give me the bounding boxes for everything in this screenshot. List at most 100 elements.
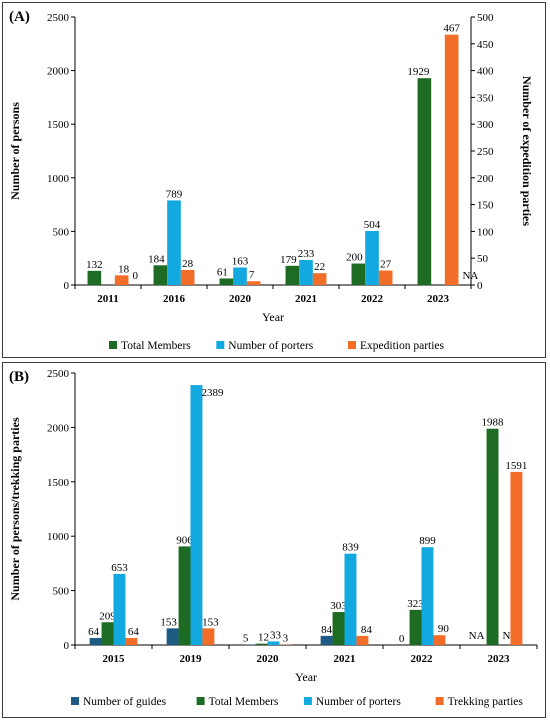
legend-swatch-number-of-porters bbox=[216, 341, 225, 349]
bar-total-members bbox=[153, 265, 168, 285]
legend-entry-total-members: Total Members bbox=[209, 696, 279, 708]
x-tick-label: 2019 bbox=[180, 653, 203, 665]
y-axis-label: Number of persons/trekking parties bbox=[8, 417, 22, 601]
data-label-number-of-porters: 789 bbox=[166, 188, 183, 200]
bar-number-of-porters bbox=[190, 385, 203, 645]
data-label-number-of-porters: 504 bbox=[364, 219, 381, 231]
data-label-total-members: 200 bbox=[346, 252, 363, 264]
y-tick-label: 1000 bbox=[47, 531, 70, 543]
y-right-tick-label: 150 bbox=[477, 200, 494, 212]
bar-total-members bbox=[101, 622, 114, 645]
legend: Total Members Number of porters Expedition… bbox=[109, 340, 445, 352]
x-tick-label: 2020 bbox=[257, 653, 280, 665]
data-label-trekking-parties: 90 bbox=[438, 623, 450, 635]
data-label-total-members: 209 bbox=[99, 610, 116, 622]
y-tick-label: 2000 bbox=[47, 422, 70, 434]
legend-entry-number-of-porters: Number of porters bbox=[228, 340, 313, 352]
data-label-number-of-guides: NA bbox=[469, 630, 485, 642]
data-label-number-of-porters: 233 bbox=[298, 248, 315, 260]
x-axis-label: Year bbox=[262, 310, 284, 324]
data-label-number-of-guides: 64 bbox=[88, 626, 100, 638]
bar-expedition-parties bbox=[312, 273, 327, 285]
panel-b: (B) 0 500 1000 1500 2000 2500 2015 2019 2020 2021 2… bbox=[2, 362, 546, 718]
data-label-total-members: 1929 bbox=[407, 66, 430, 78]
legend-entry-trekking-parties: Trekking parties bbox=[448, 696, 524, 708]
chart-b: (B) 0 500 1000 1500 2000 2500 2015 2019 2020 2021 2… bbox=[8, 368, 538, 708]
panel-label: (B) bbox=[9, 369, 29, 385]
data-label-number-of-guides: 0 bbox=[399, 633, 405, 645]
legend-swatch-trekking-parties bbox=[435, 697, 444, 705]
data-label-expedition-parties: 18 bbox=[118, 263, 130, 275]
annotation-label: NA bbox=[462, 270, 478, 282]
bar-total-members bbox=[219, 278, 234, 285]
y-tick-label: 0 bbox=[64, 640, 70, 652]
bar-trekking-parties bbox=[433, 635, 446, 645]
y-tick-label: 2500 bbox=[47, 368, 70, 380]
data-label-trekking-parties: 153 bbox=[202, 616, 219, 628]
data-label-number-of-guides: 84 bbox=[321, 624, 333, 636]
y-tick-label: 2500 bbox=[47, 12, 70, 24]
data-label-total-members: 323 bbox=[407, 598, 424, 610]
x-axis-label: Year bbox=[295, 670, 317, 684]
data-label-total-members: 1988 bbox=[482, 417, 505, 429]
data-label-number-of-porters: 33 bbox=[270, 629, 282, 641]
legend-swatch-total-members bbox=[196, 697, 205, 705]
data-label-expedition-parties: 467 bbox=[443, 23, 460, 35]
y-right-tick-label: 200 bbox=[477, 173, 494, 185]
legend: Number of guides Total Members Number of p… bbox=[71, 696, 523, 708]
legend-entry-number-of-guides: Number of guides bbox=[83, 696, 167, 708]
y-right-tick-label: 400 bbox=[477, 66, 494, 78]
bar-expedition-parties bbox=[180, 269, 195, 285]
bar-total-members bbox=[417, 78, 432, 285]
y-tick-label: 500 bbox=[53, 226, 70, 238]
data-label-expedition-parties: 7 bbox=[249, 269, 255, 281]
x-tick-label: 2011 bbox=[97, 293, 118, 305]
legend-swatch-number-of-guides bbox=[71, 697, 79, 705]
y-right-tick-label: 250 bbox=[477, 146, 494, 158]
bar-expedition-parties bbox=[444, 34, 459, 285]
y-right-tick-label: 300 bbox=[477, 119, 494, 131]
data-label-total-members: 179 bbox=[280, 254, 297, 266]
y-right-tick-label: 450 bbox=[477, 39, 494, 51]
bar-number-of-guides bbox=[243, 644, 256, 645]
bar-total-members bbox=[351, 263, 366, 285]
bar-expedition-parties bbox=[114, 275, 129, 285]
bar-total-members bbox=[87, 270, 102, 285]
bar-expedition-parties bbox=[378, 270, 393, 285]
bar-number-of-porters bbox=[233, 267, 247, 285]
bar-total-members bbox=[332, 612, 345, 645]
data-label-total-members: 303 bbox=[330, 600, 347, 612]
data-label-number-of-guides: 153 bbox=[160, 616, 177, 628]
bar-trekking-parties bbox=[510, 471, 523, 645]
x-tick-label: 2022 bbox=[411, 653, 434, 665]
bar-trekking-parties bbox=[125, 638, 138, 645]
chart-a: (A)0500100015002000250005010015020025030… bbox=[8, 9, 534, 352]
bar-number-of-porters bbox=[167, 200, 181, 285]
x-tick-label: 2021 bbox=[295, 293, 317, 305]
x-tick-label: 2021 bbox=[334, 653, 356, 665]
data-label-number-of-porters: 899 bbox=[419, 535, 436, 547]
bar-number-of-porters bbox=[299, 260, 313, 285]
bar-expedition-parties bbox=[246, 281, 261, 285]
bar-trekking-parties bbox=[202, 628, 215, 645]
y-right-tick-label: 350 bbox=[477, 92, 494, 104]
x-tick-label: 2023 bbox=[427, 293, 450, 305]
data-label-trekking-parties: 64 bbox=[128, 626, 140, 638]
data-label-total-members: 61 bbox=[217, 266, 228, 278]
data-label-total-members: 12 bbox=[258, 632, 269, 644]
x-tick-label: 2020 bbox=[229, 293, 252, 305]
bar-total-members bbox=[285, 265, 300, 285]
legend-swatch-total-members bbox=[109, 341, 117, 349]
data-label-expedition-parties: 28 bbox=[182, 258, 194, 270]
y-tick-label: 1000 bbox=[47, 173, 70, 185]
panel-a: (A) 0 500 1000 1500 2000 2500 0 50 100 150 200 250 30… bbox=[2, 2, 546, 358]
y-axis-label: Number of persons bbox=[8, 102, 22, 200]
data-label-total-members: 906 bbox=[176, 534, 193, 546]
legend-entry-total-members: Total Members bbox=[121, 340, 191, 352]
data-label-number-of-porters: 163 bbox=[232, 256, 249, 268]
bar-number-of-porters bbox=[344, 553, 357, 645]
bar-trekking-parties bbox=[356, 635, 369, 645]
data-label-expedition-parties: 27 bbox=[380, 259, 392, 271]
bar-total-members bbox=[486, 428, 499, 645]
y-tick-label: 2000 bbox=[47, 66, 70, 78]
